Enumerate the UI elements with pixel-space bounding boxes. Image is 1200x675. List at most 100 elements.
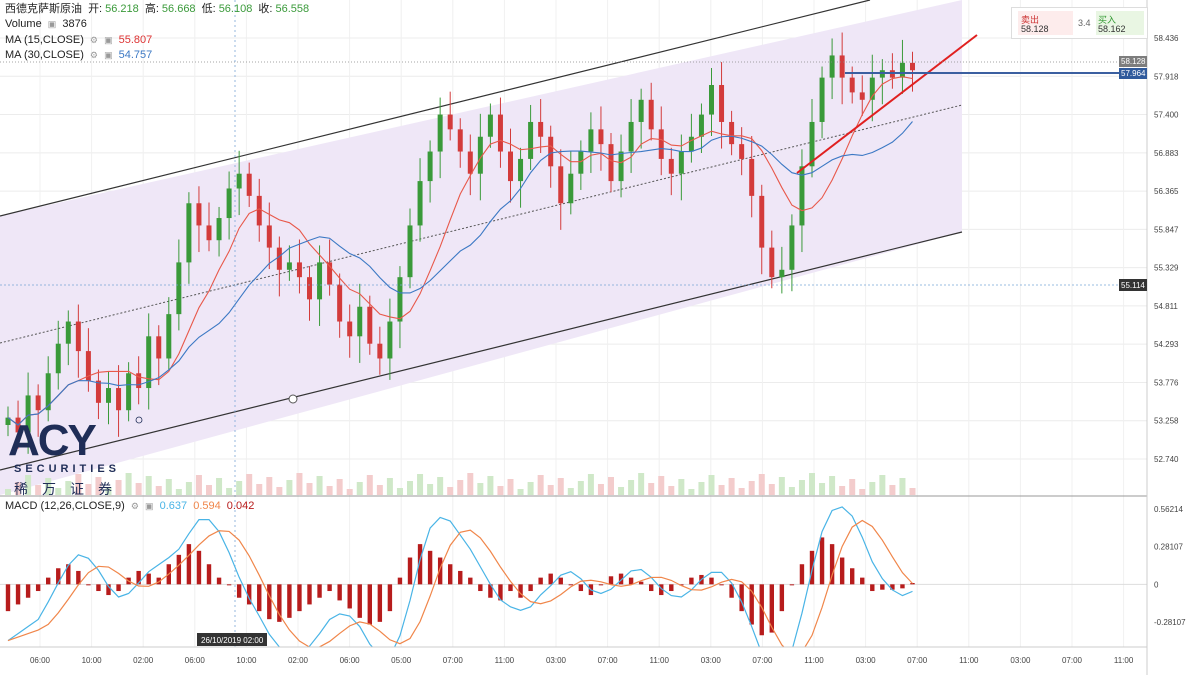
- ma30-label: MA (30,CLOSE): [5, 49, 84, 61]
- candle-body: [839, 55, 845, 78]
- volume-bar: [457, 480, 464, 495]
- low-label: 低:: [201, 3, 216, 15]
- volume-bar: [778, 477, 785, 495]
- volume-bar: [748, 481, 755, 495]
- low-value: 56.108: [218, 3, 253, 15]
- high-value: 56.668: [161, 3, 196, 15]
- candle-body: [849, 77, 855, 93]
- volume-bar: [326, 486, 333, 495]
- macd-hist-bar: [860, 577, 865, 585]
- macd-hist-bar: [478, 584, 483, 592]
- price-axis[interactable]: 58.436 57.918 57.400 56.883 56.365 55.847 55.3…: [1154, 34, 1179, 464]
- macd-hist-bar: [347, 584, 352, 609]
- anchor-handle[interactable]: [288, 394, 298, 404]
- volume-bar: [386, 478, 393, 495]
- trash-icon[interactable]: ▣: [104, 50, 113, 60]
- macd-hist-bar: [528, 584, 533, 592]
- candle-body: [116, 388, 122, 411]
- time-tick-label: 11:00: [804, 656, 824, 665]
- trash-icon[interactable]: ▣: [104, 35, 113, 45]
- candle-body: [799, 166, 805, 226]
- volume-bar: [276, 487, 283, 495]
- macd-hist-bar: [397, 577, 403, 585]
- price-tick-label: 53.258: [1154, 417, 1179, 426]
- macd-hist-bar: [297, 584, 302, 612]
- candle-body: [296, 262, 302, 278]
- macd-hist-bar: [769, 584, 774, 633]
- macd-hist-bar: [337, 584, 342, 601]
- price-tag-55114-text: 55.114: [1121, 281, 1145, 290]
- settings-icon[interactable]: ⚙: [89, 50, 98, 60]
- price-tick-label: 56.883: [1154, 149, 1179, 158]
- macd-line: [7, 506, 913, 647]
- settings-icon[interactable]: ⚙: [89, 35, 98, 45]
- volume-bar: [577, 481, 584, 495]
- channel-lower-line: [0, 231, 963, 471]
- macd-hist-bar: [659, 584, 664, 596]
- candle-body: [136, 373, 142, 389]
- volume-bar: [849, 479, 856, 495]
- time-axis[interactable]: 06:00 10:00 02:00 06:00 10:00 02:00 06:00 05:00…: [30, 656, 1134, 665]
- time-tick-label: 07:00: [598, 656, 619, 665]
- candle-body: [779, 269, 785, 278]
- settings-icon[interactable]: ⚙: [130, 501, 139, 511]
- macd-hist-bar: [437, 557, 443, 585]
- macd-hist-bar: [829, 544, 835, 585]
- trash-icon[interactable]: ▣: [145, 501, 154, 511]
- candle-body: [307, 277, 312, 300]
- candle-body: [407, 225, 413, 278]
- ma15-legend: MA (15,CLOSE) ⚙ ▣ 55.807: [5, 34, 155, 47]
- macd-hist-bar: [226, 584, 232, 586]
- price-tick-label: 57.400: [1154, 111, 1179, 120]
- trash-icon[interactable]: ▣: [47, 19, 57, 29]
- macd-hist-bar: [819, 537, 825, 585]
- volume-bar: [517, 489, 524, 495]
- macd-hist-bar: [598, 584, 604, 586]
- volume-bar: [497, 486, 504, 495]
- candle-body: [236, 173, 242, 189]
- macd-hist-bar: [578, 584, 584, 592]
- volume-bar: [175, 489, 182, 495]
- price-tag-58128: 58.128: [1119, 56, 1147, 67]
- macd-hist-bar: [870, 584, 875, 592]
- macd-hist-bar: [618, 573, 624, 585]
- candle-body: [588, 129, 594, 152]
- logo-brand: ACY: [8, 416, 97, 465]
- macd-hist-bar: [427, 550, 433, 585]
- volume-bar: [829, 476, 836, 495]
- trendline-red: [796, 34, 978, 174]
- price-tag-58128-text: 58.128: [1121, 57, 1146, 66]
- macd-hist-bar: [890, 584, 895, 590]
- time-tick-label: 11:00: [959, 656, 979, 665]
- macd-hist-bar: [789, 584, 795, 586]
- time-tick-label: 11:00: [495, 656, 515, 665]
- buy-button[interactable]: 买入 58.162: [1096, 11, 1144, 35]
- volume-bar: [658, 476, 665, 495]
- volume-bar: [608, 477, 614, 495]
- candle-body: [437, 114, 443, 152]
- candle-body: [497, 114, 503, 152]
- ma30-line: [7, 121, 913, 426]
- sell-button[interactable]: 卖出 58.128: [1018, 11, 1073, 35]
- volume-bar: [25, 475, 32, 495]
- macd-axis: 0.56214 0.28107 0 -0.28107: [1154, 505, 1186, 627]
- candle-body: [568, 173, 574, 204]
- price-tick-label: 53.776: [1154, 378, 1179, 387]
- macd-hist-bar: [327, 584, 332, 592]
- volume-bar: [366, 475, 373, 495]
- candle-body: [75, 321, 81, 352]
- macd-hist-bar: [719, 584, 724, 586]
- volume-bar: [638, 473, 645, 495]
- volume-bar: [869, 482, 876, 495]
- volume-bar: [346, 489, 353, 495]
- time-tick-label: 02:00: [288, 656, 309, 665]
- macd-hist-bar: [608, 576, 614, 585]
- candle-body: [246, 173, 252, 196]
- macd-hist-bar: [548, 573, 553, 585]
- volume-bar: [738, 488, 745, 495]
- macd-hist-bar: [156, 577, 161, 585]
- volume-bar: [115, 480, 122, 495]
- volume-bar: [648, 483, 655, 495]
- macd-hist-bar: [850, 568, 855, 585]
